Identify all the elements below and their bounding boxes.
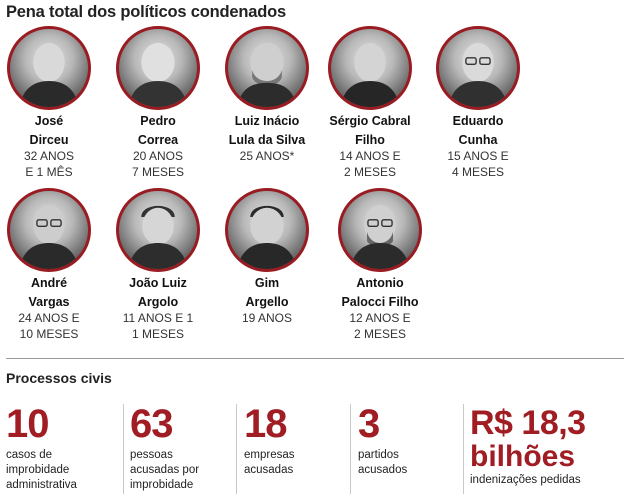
stat-divider <box>123 404 124 494</box>
politician-first-name: Sérgio Cabral <box>329 114 411 128</box>
stat-divider <box>236 404 237 494</box>
politician-first-name: Antonio <box>356 276 404 290</box>
stat-value: 10 <box>6 402 50 446</box>
money-desc: indenizações pedidas <box>470 474 581 486</box>
stat-desc-line-1: empresas <box>244 449 295 461</box>
sentence-line-1: 11 ANOS E 1 <box>122 311 194 325</box>
politician-first-name: Pedro <box>140 114 176 128</box>
money-unit: bilhões <box>470 440 576 473</box>
politician-last-name: Palocci Filho <box>341 295 419 309</box>
politician-first-name: Luiz Inácio <box>234 114 300 128</box>
portrait-photo <box>225 26 309 110</box>
portrait-photo <box>338 188 422 272</box>
stat-divider <box>350 404 351 494</box>
stat-divider <box>463 404 464 494</box>
politician-card: Sérgio Cabral Filho 14 ANOS E 2 MESES <box>315 26 425 180</box>
stat-accused-parties: 3 partidos acusados <box>358 404 458 494</box>
sentence-line-2: 2 MESES <box>353 327 407 341</box>
stat-accused-people: 63 pessoas acusadas por improbidade <box>130 404 235 494</box>
politician-last-name: Lula da Silva <box>228 133 306 147</box>
stat-desc-line-2: improbidade <box>6 464 70 476</box>
sentence-line-1: 32 ANOS <box>23 149 75 163</box>
stat-desc-line-2: acusadas <box>244 464 294 476</box>
sentence-line-2: 7 MESES <box>131 165 185 179</box>
politician-last-name: Cunha <box>458 133 498 147</box>
stat-desc-line-1: pessoas <box>130 449 173 461</box>
civil-section-title: Processos civis <box>6 370 112 386</box>
politician-last-name: Correa <box>137 133 179 147</box>
stat-desc-line-3: improbidade <box>130 479 194 491</box>
money-amount: R$ 18,3 <box>470 404 586 442</box>
politician-last-name: Filho <box>355 133 385 147</box>
politician-card: André Vargas 24 ANOS E 10 MESES <box>0 188 104 342</box>
politician-first-name: José <box>34 114 64 128</box>
stat-desc-line-1: partidos <box>358 449 399 461</box>
sentence-line-2: 4 MESES <box>451 165 505 179</box>
stat-desc-line-2: acusadas por <box>130 464 200 476</box>
politician-last-name: Argolo <box>137 295 179 309</box>
stat-desc-line-2: acusados <box>358 464 408 476</box>
politician-last-name: Dirceu <box>29 133 69 147</box>
portrait-photo <box>328 26 412 110</box>
sentence-line-1: 15 ANOS E <box>447 149 509 163</box>
stat-value: 3 <box>358 402 380 446</box>
sentence-line-2: 1 MESES <box>131 327 185 341</box>
portrait-photo <box>436 26 520 110</box>
sentence-line-1: 24 ANOS E <box>18 311 80 325</box>
stat-damages-requested: R$ 18,3 bilhões indenizações pedidas <box>470 404 630 487</box>
politician-last-name: Argello <box>245 295 289 309</box>
politician-first-name: André <box>30 276 68 290</box>
politician-card: Antonio Palocci Filho 12 ANOS E 2 MESES <box>325 188 435 342</box>
portrait-photo <box>225 188 309 272</box>
sentence-line-1: 20 ANOS <box>132 149 184 163</box>
politician-card: João Luiz Argolo 11 ANOS E 1 1 MESES <box>103 188 213 342</box>
portrait-photo <box>116 26 200 110</box>
sentence-line-2: E 1 MÊS <box>25 165 73 179</box>
stat-improbity-cases: 10 casos de improbidade administrativa <box>6 404 116 494</box>
politician-first-name: Eduardo <box>452 114 504 128</box>
page-title: Pena total dos políticos condenados <box>6 3 286 21</box>
stat-value: 18 <box>244 402 288 446</box>
portrait-photo <box>116 188 200 272</box>
politician-card: Luiz Inácio Lula da Silva 25 ANOS* <box>212 26 322 164</box>
politician-card: Pedro Correa 20 ANOS 7 MESES <box>103 26 213 180</box>
stat-accused-companies: 18 empresas acusadas <box>244 404 344 494</box>
stat-value: 63 <box>130 402 174 446</box>
sentence-line-1: 14 ANOS E <box>339 149 401 163</box>
politician-first-name: João Luiz <box>129 276 187 290</box>
sentence-line-2: 2 MESES <box>343 165 397 179</box>
politician-card: José Dirceu 32 ANOS E 1 MÊS <box>0 26 104 180</box>
sentence-line-1: 19 ANOS <box>241 311 293 325</box>
stat-desc-line-3: administrativa <box>6 479 77 491</box>
politician-card: Eduardo Cunha 15 ANOS E 4 MESES <box>423 26 533 180</box>
stat-desc-line-1: casos de <box>6 449 53 461</box>
sentence-line-1: 12 ANOS E <box>349 311 411 325</box>
portrait-photo <box>7 26 91 110</box>
sentence-line-2: 10 MESES <box>19 327 79 341</box>
politician-last-name: Vargas <box>28 295 70 309</box>
section-divider <box>6 358 624 359</box>
politician-card: Gim Argello 19 ANOS <box>212 188 322 326</box>
portrait-photo <box>7 188 91 272</box>
politician-first-name: Gim <box>254 276 280 290</box>
sentence-line-1: 25 ANOS* <box>239 149 295 163</box>
